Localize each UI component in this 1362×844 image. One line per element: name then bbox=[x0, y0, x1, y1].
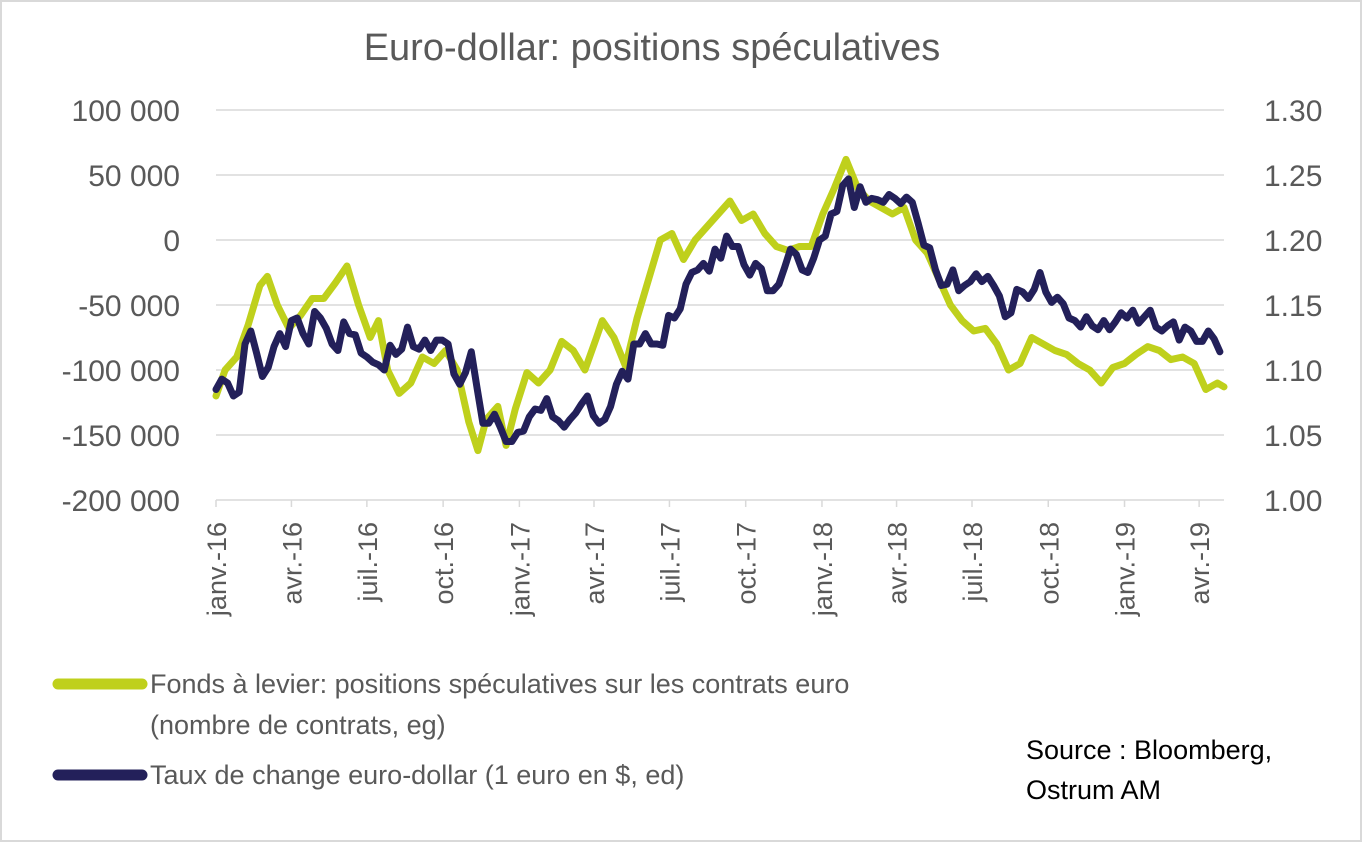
y-left-tick-label: -150 000 bbox=[62, 420, 180, 453]
y-right-tick-label: 1.00 bbox=[1264, 485, 1322, 518]
source-line-2: Ostrum AM bbox=[1026, 775, 1161, 805]
y-left-tick-label: 50 000 bbox=[88, 160, 180, 193]
x-tick-label: janv.-19 bbox=[1111, 522, 1141, 617]
x-tick-label: oct.-17 bbox=[732, 522, 762, 605]
x-tick-label: juil.-16 bbox=[353, 522, 383, 603]
y-left-tick-label: 0 bbox=[163, 225, 180, 258]
legend-label-eurusd: Taux de change euro-dollar (1 euro en $,… bbox=[150, 760, 684, 790]
series-line-hedge-funds bbox=[212, 155, 1228, 455]
y-axis-left: 100 000 50 000 0 -50 000 -100 000 -150 000 -20… bbox=[62, 95, 180, 518]
legend: Fonds à levier: positions spéculatives s… bbox=[52, 669, 849, 790]
y-right-tick-label: 1.05 bbox=[1264, 420, 1322, 453]
y-right-tick-label: 1.25 bbox=[1264, 160, 1322, 193]
y-left-tick-label: -100 000 bbox=[62, 355, 180, 388]
x-tick-label: janv.-16 bbox=[202, 522, 232, 617]
series-line-eurusd bbox=[212, 175, 1224, 445]
x-axis: janv.-16 avr.-16 juil.-16 oct.-16 janv.-17 av… bbox=[202, 500, 1215, 617]
x-tick-label: juil.-18 bbox=[958, 522, 988, 603]
gridlines bbox=[216, 109, 1224, 501]
x-tick-label: avr.-19 bbox=[1185, 522, 1215, 605]
y-axis-right: 1.30 1.25 1.20 1.15 1.10 1.05 1.00 bbox=[1264, 95, 1322, 518]
y-left-tick-label: -200 000 bbox=[62, 485, 180, 518]
x-tick-label: juil.-17 bbox=[655, 522, 685, 603]
chart-title: Euro-dollar: positions spéculatives bbox=[364, 27, 941, 69]
y-right-tick-label: 1.20 bbox=[1264, 225, 1322, 258]
legend-label-hedge-funds: Fonds à levier: positions spéculatives s… bbox=[150, 669, 849, 699]
x-tick-label: oct.-16 bbox=[429, 522, 459, 605]
x-tick-label: oct.-18 bbox=[1034, 522, 1064, 605]
source-line-1: Source : Bloomberg, bbox=[1026, 735, 1272, 765]
x-tick-label: janv.-17 bbox=[505, 522, 535, 617]
series-layer bbox=[212, 155, 1228, 455]
y-right-tick-label: 1.15 bbox=[1264, 290, 1322, 323]
y-left-tick-label: 100 000 bbox=[72, 95, 180, 128]
y-left-tick-label: -50 000 bbox=[78, 290, 180, 323]
source-note: Source : Bloomberg, Ostrum AM bbox=[1026, 735, 1272, 805]
y-right-tick-label: 1.10 bbox=[1264, 355, 1322, 388]
x-tick-label: avr.-18 bbox=[883, 522, 913, 605]
x-tick-label: janv.-18 bbox=[808, 522, 838, 617]
y-right-tick-label: 1.30 bbox=[1264, 95, 1322, 128]
x-tick-label: avr.-17 bbox=[580, 522, 610, 605]
legend-label-hedge-funds-line2: (nombre de contrats, eg) bbox=[150, 710, 446, 740]
x-tick-label: avr.-16 bbox=[277, 522, 307, 605]
